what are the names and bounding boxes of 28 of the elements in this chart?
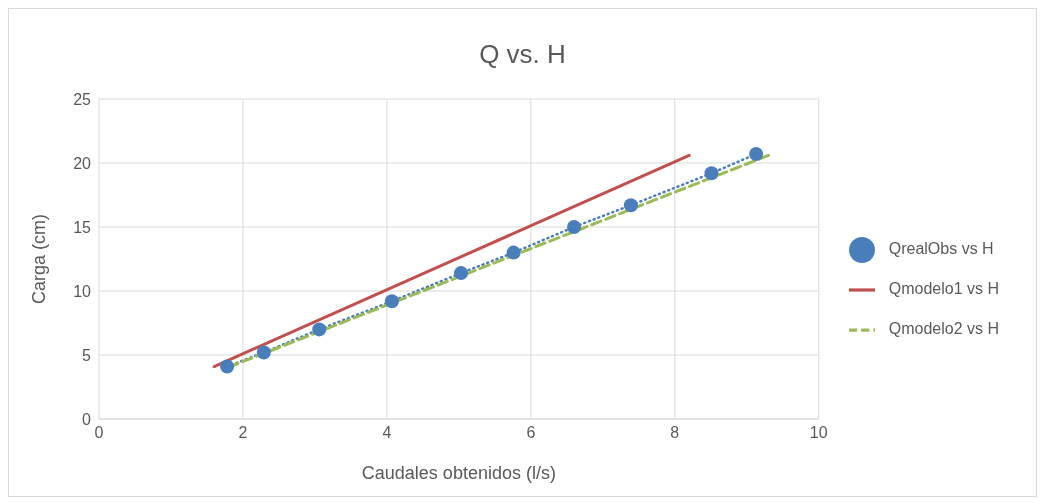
point [256, 345, 271, 360]
x-axis-title: Caudales obtenidos (l/s) [361, 463, 556, 483]
point [567, 220, 582, 234]
x-tick-label: 6 [526, 424, 536, 442]
legend-label: Qmodelo2 vs H [888, 320, 999, 337]
x-tick-label: 4 [382, 424, 392, 442]
x-tick-label: 8 [670, 424, 680, 442]
point [312, 322, 327, 337]
y-tick-label: 25 [73, 90, 92, 108]
point [506, 245, 521, 260]
point [749, 147, 764, 162]
point [454, 266, 469, 281]
y-axis-title: Carga (cm) [29, 213, 50, 304]
point [220, 359, 235, 374]
y-tick-label: 10 [73, 282, 92, 300]
legend-label: QrealObs vs H [888, 240, 994, 257]
y-tick-label: 5 [82, 346, 92, 364]
x-tick-label: 0 [94, 424, 104, 442]
point [384, 294, 399, 309]
y-tick-label: 15 [73, 218, 92, 236]
x-tick-label: 2 [238, 424, 248, 442]
y-tick-label: 0 [82, 410, 92, 428]
legend-label: Qmodelo1 vs H [888, 280, 999, 297]
chart-title: Q vs. H [478, 39, 567, 71]
point [704, 166, 719, 181]
point [623, 198, 638, 213]
y-tick-label: 20 [73, 154, 92, 172]
x-tick-label: 10 [809, 424, 828, 442]
